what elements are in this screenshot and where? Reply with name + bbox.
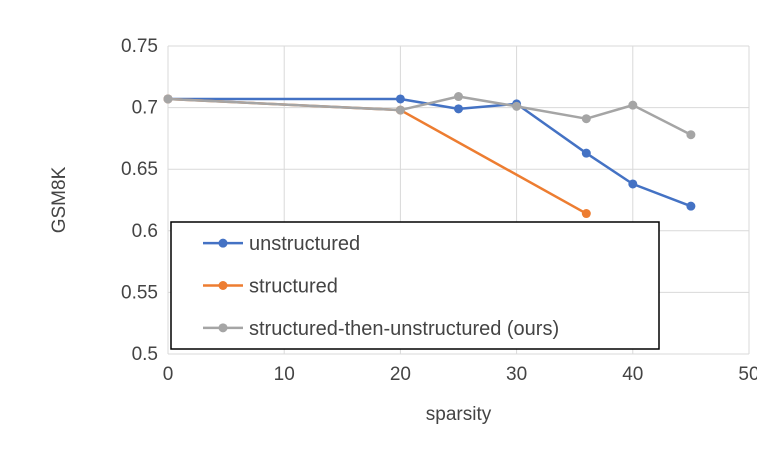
y-tick-label: 0.7 xyxy=(132,98,158,119)
data-point-marker xyxy=(454,92,463,102)
legend-entry: unstructured xyxy=(203,233,360,255)
y-axis-title: GSM8K xyxy=(49,166,70,234)
legend-label: unstructured xyxy=(249,233,360,255)
legend-marker-dot xyxy=(218,238,228,248)
series-unstructured xyxy=(163,94,696,211)
data-point-marker xyxy=(581,148,591,158)
data-point-marker xyxy=(628,179,638,189)
y-tick-label: 0.75 xyxy=(121,36,158,57)
y-tick-label: 0.55 xyxy=(121,282,158,303)
gsm8k-sparsity-chart: 0 10 20 30 40 50 0.5 0.55 0.6 0.65 0.7 0.75 unstruct… xyxy=(40,16,757,447)
x-axis-title: sparsity xyxy=(425,404,492,425)
data-point-marker xyxy=(628,100,638,110)
series-line xyxy=(166,97,693,208)
data-point-marker xyxy=(686,130,696,140)
legend-label: structured-then-unstructured (ours) xyxy=(249,318,559,340)
data-point-marker xyxy=(581,209,591,219)
y-tick-label: 0.5 xyxy=(132,344,158,365)
legend-entry: structured xyxy=(203,276,338,298)
x-tick-label: 0 xyxy=(163,364,174,385)
data-point-marker xyxy=(454,104,463,114)
data-point-marker xyxy=(512,101,522,111)
data-point-marker xyxy=(686,201,696,211)
series-line xyxy=(166,97,588,215)
legend-marker-dot xyxy=(218,323,228,333)
x-tick-label: 50 xyxy=(738,364,757,385)
series-structured xyxy=(163,94,591,219)
data-point-marker xyxy=(395,105,405,115)
legend-label: structured xyxy=(249,276,338,298)
legend-marker-dot xyxy=(218,281,228,290)
x-tick-label: 20 xyxy=(390,364,411,385)
y-tick-label: 0.6 xyxy=(132,221,158,242)
legend-entry: structured-then-unstructured (ours) xyxy=(203,318,559,340)
legend: unstructured structured structured-then-un… xyxy=(170,221,660,350)
x-tick-label: 30 xyxy=(506,364,527,385)
data-point-marker xyxy=(581,114,591,124)
data-point-marker xyxy=(395,94,405,104)
data-point-marker xyxy=(163,94,173,104)
series-line xyxy=(166,95,693,136)
series-structured-then-unstructured-ours xyxy=(163,92,696,140)
legend-box xyxy=(170,221,660,350)
chart-canvas: 0 10 20 30 40 50 0.5 0.55 0.6 0.65 0.7 0.75 unstruct… xyxy=(121,36,757,385)
x-tick-label: 40 xyxy=(622,364,643,385)
y-tick-label: 0.65 xyxy=(121,159,158,180)
x-tick-label: 10 xyxy=(274,364,295,385)
